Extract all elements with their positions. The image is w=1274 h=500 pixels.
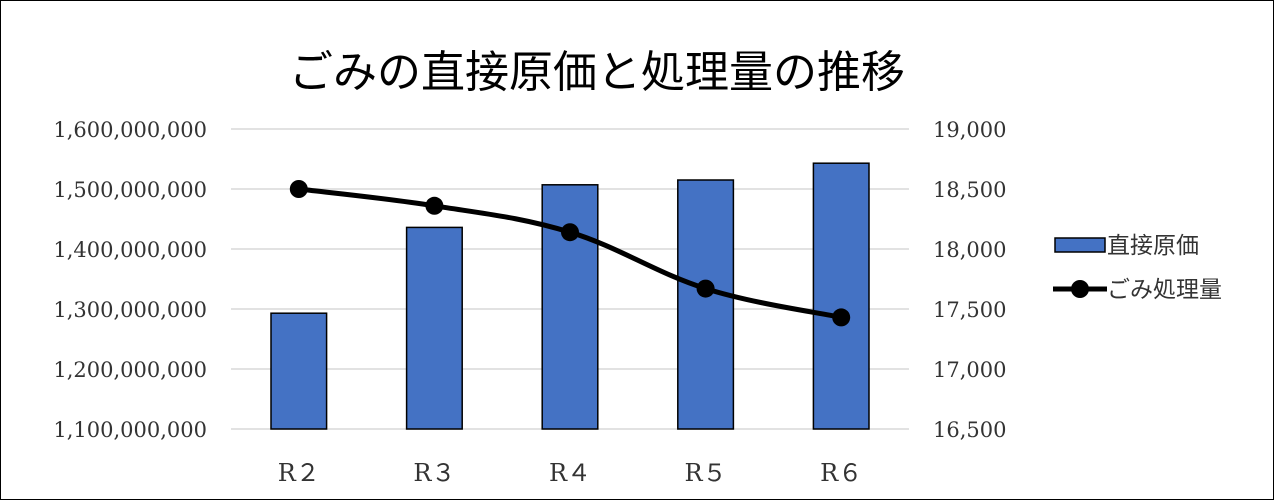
left-tick-label: 1,400,000,000 (53, 238, 207, 262)
right-tick-label: 18,000 (933, 238, 1006, 262)
category-label: R３ (413, 459, 455, 487)
line-point (832, 308, 851, 327)
bar (812, 162, 870, 430)
bar (677, 179, 735, 430)
line-point (289, 180, 308, 198)
left-tick-label: 1,600,000,000 (53, 118, 207, 142)
category-label: R６ (820, 459, 862, 487)
right-tick-label: 17,000 (933, 358, 1006, 382)
line-point (696, 279, 715, 298)
legend-swatch-marker (1071, 280, 1089, 298)
right-tick-label: 16,500 (933, 418, 1006, 442)
right-tick-label: 17,500 (933, 298, 1006, 322)
legend-label: ごみ処理量 (1107, 277, 1222, 303)
right-tick-label: 18,500 (933, 178, 1006, 202)
bar-series (270, 162, 870, 430)
left-axis-ticks: 1,600,000,000 1,500,000,000 1,400,000,000 1… (53, 118, 207, 442)
chart-title: ごみの直接原価と処理量の推移 (289, 47, 905, 98)
line-point (425, 196, 444, 215)
category-label: R４ (549, 459, 591, 487)
right-axis-ticks: 19,000 18,500 18,000 17,500 17,000 16,500 (933, 118, 1006, 442)
bar (541, 184, 599, 430)
legend-label: 直接原価 (1107, 233, 1199, 259)
right-tick-label: 19,000 (933, 118, 1006, 142)
category-label: R５ (685, 459, 727, 487)
left-tick-label: 1,200,000,000 (53, 358, 207, 382)
bar (270, 312, 328, 430)
category-axis: R２ R３ R４ R５ R６ (278, 459, 862, 487)
left-tick-label: 1,100,000,000 (53, 418, 207, 442)
category-label: R２ (278, 459, 320, 487)
left-tick-label: 1,500,000,000 (53, 178, 207, 202)
bar (405, 226, 463, 430)
left-tick-label: 1,300,000,000 (53, 298, 207, 322)
line-point (561, 223, 579, 242)
legend-swatch-bar (1054, 237, 1106, 253)
line-series (289, 180, 851, 327)
